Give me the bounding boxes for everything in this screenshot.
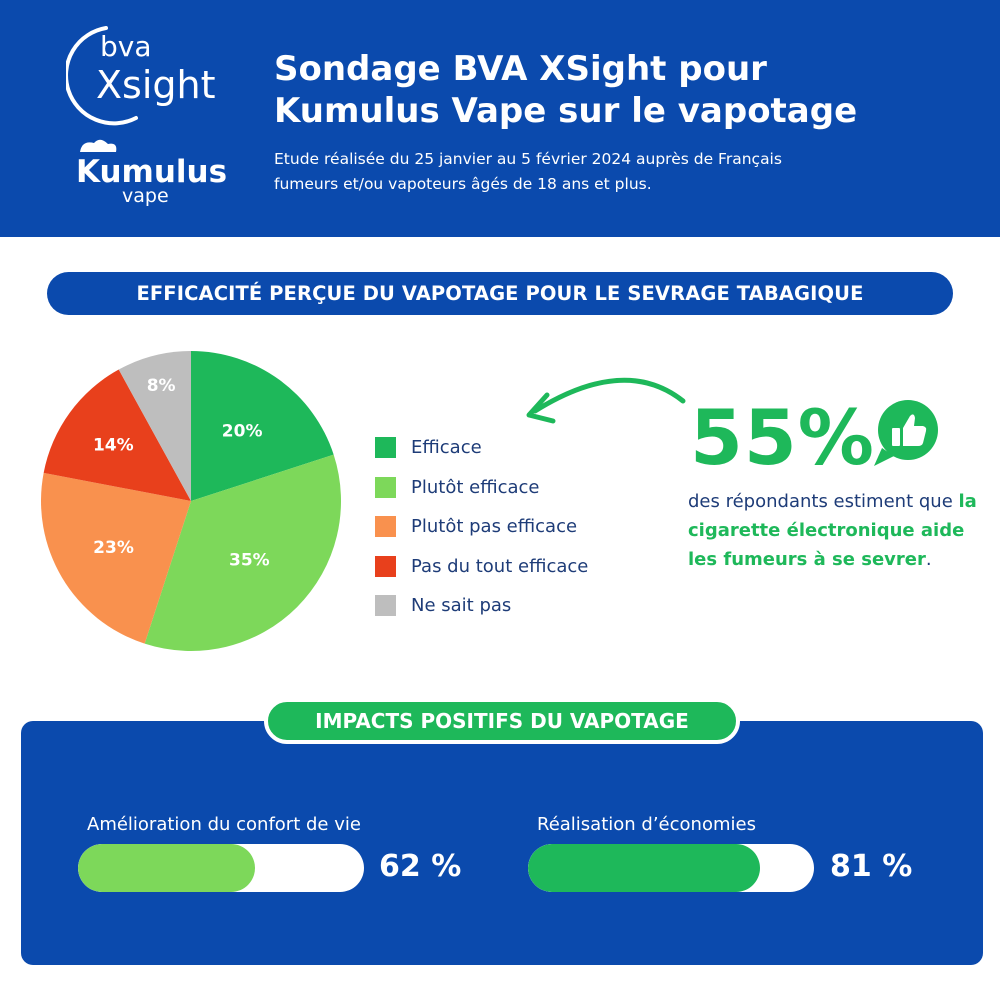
legend-item: Plutôt pas efficace <box>375 507 588 547</box>
curved-arrow-icon <box>526 377 686 424</box>
subtitle-line-2: fumeurs et/ou vapoteurs âgés de 18 ans e… <box>274 175 652 193</box>
pie-slice-2 <box>41 472 191 644</box>
pie-chart: 20% 35% 23% 14% 8% <box>41 351 341 651</box>
logo-kumulus-top: Kumulus <box>76 154 227 190</box>
progress-fill-confort <box>78 844 256 892</box>
legend-item: Pas du tout efficace <box>375 547 588 587</box>
kumulus-vape-logo: Kumulus vape <box>76 139 227 206</box>
pie-label-4: 8% <box>147 376 176 396</box>
legend-label: Plutôt efficace <box>411 476 540 498</box>
pie-slice-3 <box>43 369 191 501</box>
legend-label: Ne sait pas <box>411 595 512 617</box>
highlight-text-before: des répondants estiment que <box>688 491 959 512</box>
metric-label-confort: Amélioration du confort de vie <box>87 814 361 835</box>
section-title-efficacite: EFFICACITÉ PERÇUE DU VAPOTAGE POUR LE SE… <box>47 272 953 315</box>
legend-label: Pas du tout efficace <box>411 555 589 577</box>
pie-label-3: 14% <box>93 436 134 456</box>
highlight-text-after: . <box>925 549 932 570</box>
progress-fill-economies <box>528 844 760 892</box>
legend-item: Ne sait pas <box>375 586 588 626</box>
highlight-text-emphasis: la cigarette électronique aide les fumeu… <box>688 491 977 570</box>
page-title: Sondage BVA XSight pour Kumulus Vape sur… <box>274 48 974 132</box>
header: bva Xsight Kumulus vape Sondage BVA XSig… <box>0 0 1000 237</box>
title-line-2: Kumulus Vape sur le vapotage <box>274 91 858 131</box>
legend-swatch <box>375 555 396 577</box>
legend-label: Plutôt pas efficace <box>411 516 578 538</box>
legend-swatch <box>375 516 396 538</box>
legend-swatch <box>375 476 396 498</box>
logo-kumulus-bottom: vape <box>122 185 169 206</box>
progress-track-economies <box>528 844 814 892</box>
chart-legend: Efficace Plutôt efficace Plutôt pas effica… <box>375 428 588 626</box>
metric-value-economies: 81 % <box>830 849 913 884</box>
pie-label-2: 23% <box>93 538 134 558</box>
legend-label: Efficace <box>411 437 482 459</box>
title-line-1: Sondage BVA XSight pour <box>274 49 767 89</box>
logo-bva-bottom: Xsight <box>96 63 216 107</box>
thumbs-up-bubble-icon <box>874 400 938 466</box>
subtitle-line-1: Etude réalisée du 25 janvier au 5 févrie… <box>274 150 782 168</box>
impacts-panel <box>21 721 983 965</box>
logo-bva-top: bva <box>100 30 152 63</box>
highlight-description: des répondants estiment que la cigarette… <box>688 487 988 574</box>
highlight-percentage: 55% <box>690 393 875 482</box>
pie-slice-1 <box>144 454 341 651</box>
metric-value-confort: 62 % <box>379 849 462 884</box>
section-title-impacts: IMPACTS POSITIFS DU VAPOTAGE <box>264 698 740 744</box>
page-subtitle: Etude réalisée du 25 janvier au 5 févrie… <box>274 147 974 197</box>
legend-item: Efficace <box>375 428 588 468</box>
legend-swatch <box>375 437 396 459</box>
legend-item: Plutôt efficace <box>375 468 588 508</box>
progress-track-confort <box>78 844 364 892</box>
pie-label-0: 20% <box>222 422 263 442</box>
pie-label-1: 35% <box>229 550 270 570</box>
legend-swatch <box>375 595 396 617</box>
metric-label-economies: Réalisation d’économies <box>537 814 756 835</box>
pie-slice-0 <box>191 351 334 501</box>
bva-xsight-logo: bva Xsight <box>66 26 216 126</box>
pie-slice-4 <box>118 351 191 501</box>
